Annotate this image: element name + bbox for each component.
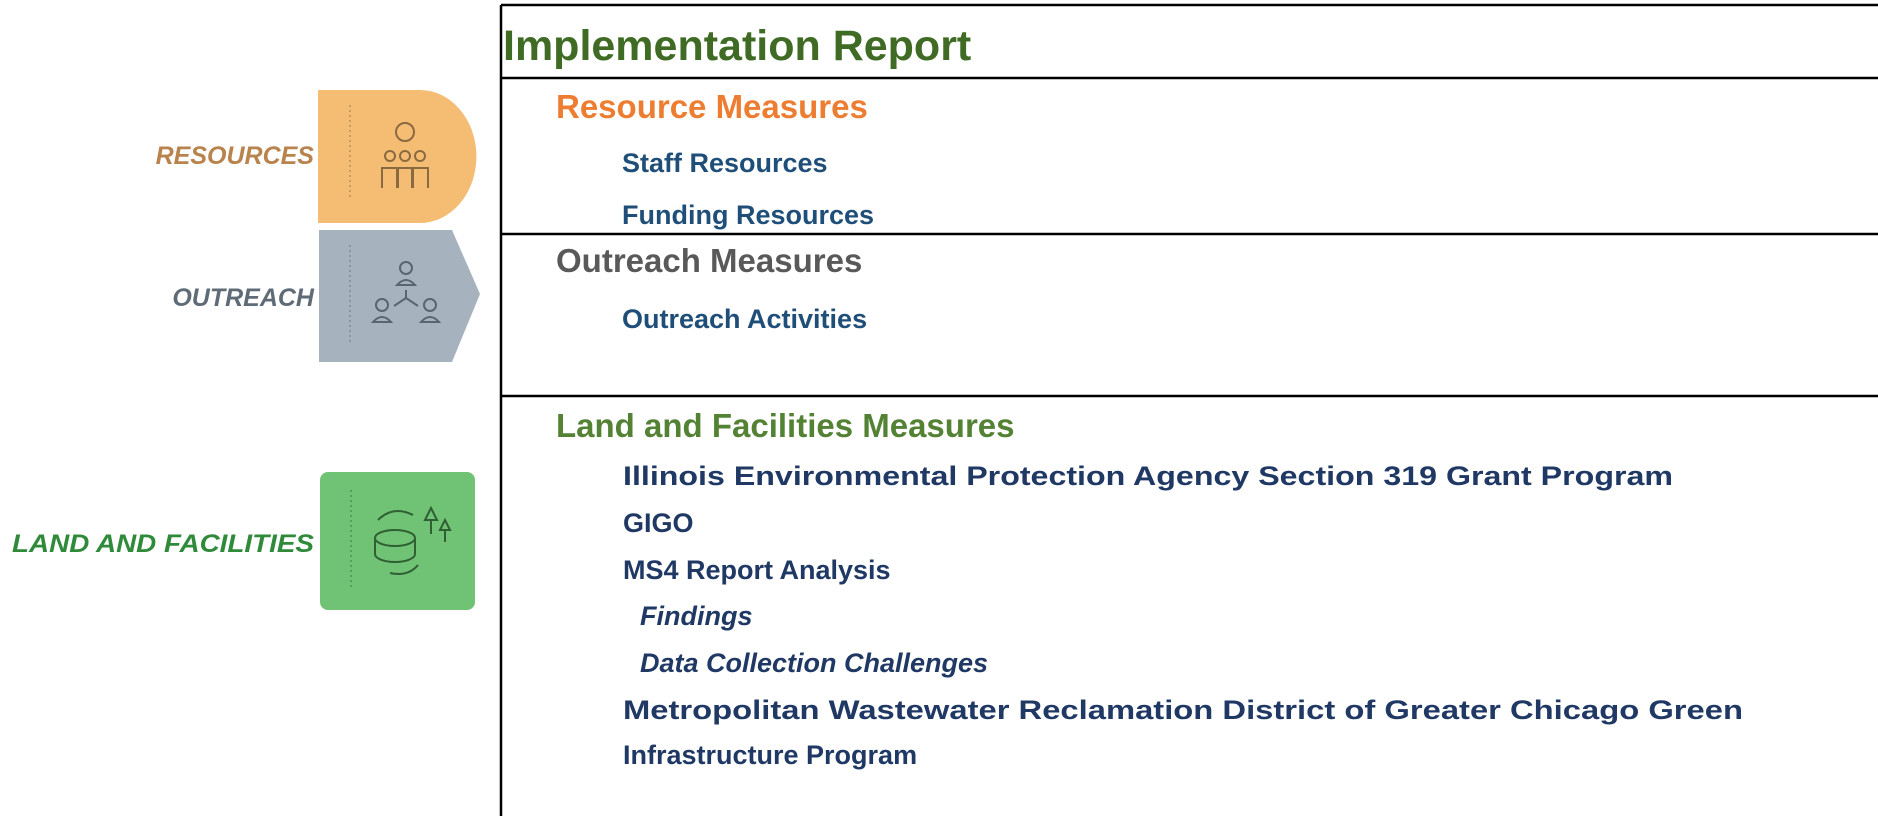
outreach-icon bbox=[319, 230, 480, 362]
item: MS4 Report Analysis bbox=[623, 555, 891, 585]
section-title: Resource Measures bbox=[556, 88, 868, 125]
item: Outreach Activities bbox=[622, 304, 867, 334]
item: Illinois Environmental Protection Agency… bbox=[623, 461, 1673, 491]
section-title: Land and Facilities Measures bbox=[556, 407, 1015, 444]
section-title: Outreach Measures bbox=[556, 242, 862, 279]
subitem: Data Collection Challenges bbox=[640, 648, 988, 678]
item: Funding Resources bbox=[622, 200, 874, 230]
report-title: Implementation Report bbox=[503, 22, 971, 70]
item: GIGO bbox=[623, 508, 694, 538]
item: Infrastructure Program bbox=[623, 740, 917, 770]
resources-icon bbox=[318, 90, 477, 223]
item: Staff Resources bbox=[622, 148, 828, 178]
sidebar-label: RESOURCES bbox=[156, 142, 315, 170]
sidebar-label: LAND AND FACILITIES bbox=[12, 530, 314, 558]
subitem: Findings bbox=[640, 601, 752, 631]
sidebar-label: OUTREACH bbox=[172, 284, 315, 312]
item: Metropolitan Wastewater Reclamation Dist… bbox=[623, 695, 1743, 725]
table-lines bbox=[499, 3, 1878, 816]
land-icon bbox=[320, 472, 475, 610]
